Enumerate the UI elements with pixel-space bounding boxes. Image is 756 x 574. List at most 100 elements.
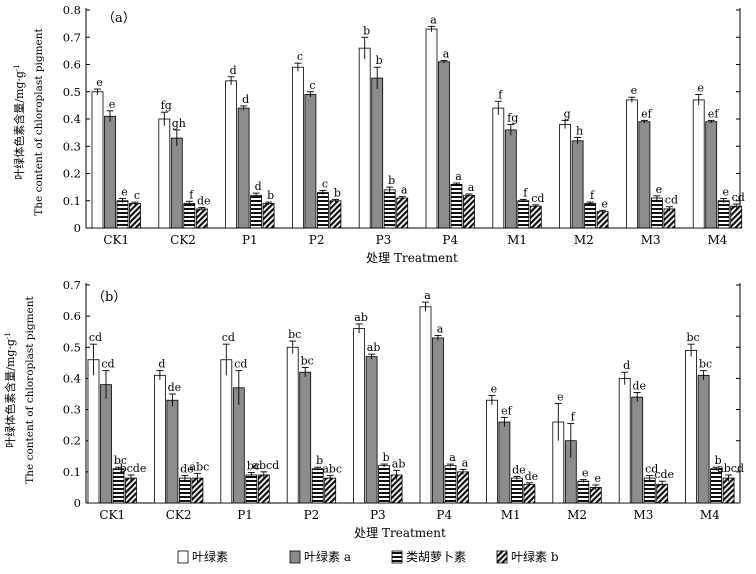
panel-b-y-axis-title-en: The content of chloroplast pigment: [24, 295, 36, 483]
panel-b-x-tick-label: M3: [633, 508, 653, 522]
panel-b-bar-chlorophyll-p3: [353, 328, 366, 504]
panel-b-sig-letter: cd: [645, 463, 658, 476]
panel-b-y-tick-label: 0.4: [63, 371, 81, 385]
panel-a-sig-letter: f: [498, 88, 503, 101]
panel-b-sig-letter: bc: [686, 331, 699, 344]
legend-item-chlorophyll-b: 叶绿素 b: [496, 549, 559, 564]
panel-a-bar-chlorophyll-a-ck1: [104, 115, 116, 229]
legend: 叶绿素 叶绿素 a 类胡萝卜素 叶绿素 b: [177, 549, 559, 564]
panel-a-x-tick-label: P3: [376, 233, 392, 247]
panel-b-bar-chlorophyll-a-p4: [432, 337, 444, 504]
panel-b-bar-carotenoid-p3: [378, 465, 391, 504]
panel-b-y-axis-title-cn: 叶绿体色素含量/mg·g-1: [3, 332, 17, 448]
panel-a-sig-letter: a: [430, 13, 437, 26]
panel-a-bar-chlorophyll-a-p2: [304, 94, 317, 229]
panel-a-sig-letter: f: [590, 189, 595, 202]
panel-b-sig-letter: d: [158, 358, 165, 371]
panel-b-sig-letter: ab: [354, 311, 368, 324]
panel-a-bar-chlorophyll-a-p3: [371, 77, 384, 229]
panel-b-sig-letter: b: [383, 451, 390, 464]
panel-b-sig-letter: cd: [234, 358, 247, 371]
panel-a-sig-letter: e: [601, 197, 608, 210]
panel-a-bar-chlorophyll-m3: [626, 99, 638, 229]
panel-b-bar-chlorophyll-a-m1: [498, 421, 511, 504]
panel-b-sig-letter: bc: [247, 459, 260, 472]
panel-b-bar-chlorophyll-a-ck2: [166, 399, 179, 504]
panel-a-bar-chlorophyll-p2: [291, 66, 304, 229]
legend-label-chlorophyll: 叶绿素: [192, 549, 228, 564]
panel-a-x-tick-label: P1: [242, 233, 258, 247]
panel-b-x-tick-label: P4: [436, 508, 452, 522]
panel-b-sig-letter: e: [582, 467, 589, 480]
panel-a-sig-letter: c: [309, 79, 315, 92]
panel-a-bar-chlorophyll-m1: [492, 107, 505, 229]
legend-label-carotenoid: 类胡萝卜素: [406, 550, 466, 564]
panel-a-bar-chlorophyll-ck1: [91, 91, 104, 229]
panel-b-x-ticks: CK1 CK2 P1 P2 P3 P4 M1 M2 M3 M4: [99, 508, 720, 522]
panel-b-bar-chlorophyll-b-p2: [324, 477, 337, 504]
panel-a-sig-letter: b: [388, 174, 395, 187]
panel-b-sig-letter: de: [512, 464, 526, 477]
panel-a-sig-letter: a: [401, 184, 408, 197]
panel-a-bar-carotenoid-m2: [584, 203, 596, 229]
panel-b-bar-chlorophyll-a-m4: [697, 374, 710, 504]
panel-b-y-tick-label: 0.2: [63, 434, 81, 448]
legend-item-chlorophyll-a: 叶绿素 a: [289, 549, 351, 564]
panel-b-sig-letter: a: [437, 322, 444, 335]
legend-item-carotenoid: 类胡萝卜素: [391, 550, 466, 564]
panel-a-sig-letter: c: [322, 177, 328, 190]
panel-a-sig-letter: e: [697, 81, 704, 94]
legend-label-chlorophyll-b: 叶绿素 b: [511, 549, 559, 564]
panel-a-y-axis-title-en: The content of chloroplast pigment: [33, 27, 45, 215]
panel-b-bar-chlorophyll-m4: [685, 349, 697, 504]
panel-a-x-ticks: CK1 CK2 P1 P2 P3 P4 M1 M2 M3 M4: [103, 233, 727, 247]
panel-a-x-tick-label: M1: [507, 233, 527, 247]
panel-b-sig-letter: cd: [222, 331, 235, 344]
panel-a-bar-carotenoid-m3: [651, 197, 663, 229]
panel-a-bar-chlorophyll-b-ck2: [195, 208, 208, 229]
panel-a-sig-letter: d: [242, 93, 249, 106]
panel-b-x-tick-label: P3: [370, 508, 386, 522]
panel-b-bar-chlorophyll-m3: [618, 378, 631, 504]
panel-b-bar-chlorophyll-p1: [220, 359, 233, 504]
panel-a-bar-carotenoid-p4: [450, 183, 463, 229]
panel-a-y-tick-label: 0.6: [63, 58, 81, 72]
panel-b-x-tick-label: M1: [501, 508, 521, 522]
panel-a-sig-letter: b: [376, 54, 383, 67]
panel-a-x-tick-label: P2: [309, 233, 325, 247]
panel-a-sig-letter: h: [576, 125, 583, 138]
panel-a-y-tick-label: 0.2: [63, 167, 81, 181]
panel-b-sig-letter: bcde: [120, 462, 147, 475]
panel-a-sig-letter: d: [230, 64, 237, 77]
panel-b-sig-letter: a: [424, 289, 431, 302]
panel-b-sig-letter: a: [462, 456, 469, 469]
panel-a-sig-letter: e: [656, 183, 663, 196]
panel-a-y-tick-label: 0.7: [63, 30, 81, 44]
panel-a-sig-letter: e: [631, 84, 638, 97]
panel-b-sig-letter: b: [316, 454, 323, 467]
panel-b-sig-letter: b: [715, 454, 722, 467]
panel-a-bar-chlorophyll-a-m2: [571, 140, 584, 229]
panel-a-bar-chlorophyll-m2: [559, 124, 571, 229]
panel-a-y-tick-label: 0.5: [63, 85, 81, 99]
panel-a-x-tick-label: CK1: [103, 233, 129, 247]
panel-b-bar-carotenoid-ck2: [178, 477, 191, 504]
panel-a-bar-chlorophyll-b-m4: [730, 205, 743, 229]
panel-a-bar-chlorophyll-p4: [425, 28, 438, 229]
panel-a-sig-letter: e: [121, 186, 128, 199]
panel-a-x-tick-label: M2: [574, 233, 594, 247]
panel-b-y-tick-label: 0.6: [63, 309, 81, 323]
panel-a-sig-letter: a: [468, 181, 475, 194]
panel-b-bar-chlorophyll-b-p4: [457, 471, 469, 504]
panel-b-bar-chlorophyll-p4: [419, 306, 432, 504]
panel-b-bar-chlorophyll-ck2: [153, 374, 166, 504]
panel-a-x-axis-title: 处理 Treatment: [366, 251, 458, 265]
panel-a-bar-chlorophyll-b-p2: [329, 200, 342, 229]
panel-a-bar-carotenoid-ck1: [116, 200, 129, 229]
panel-b-sig-letter: ab: [367, 341, 381, 354]
panel-a-sig-letter: cd: [665, 194, 678, 207]
panel-a-sig-letter: a: [455, 170, 462, 183]
panel-a-bar-carotenoid-p3: [383, 189, 396, 229]
panel-b-sig-letter: e: [557, 390, 564, 403]
